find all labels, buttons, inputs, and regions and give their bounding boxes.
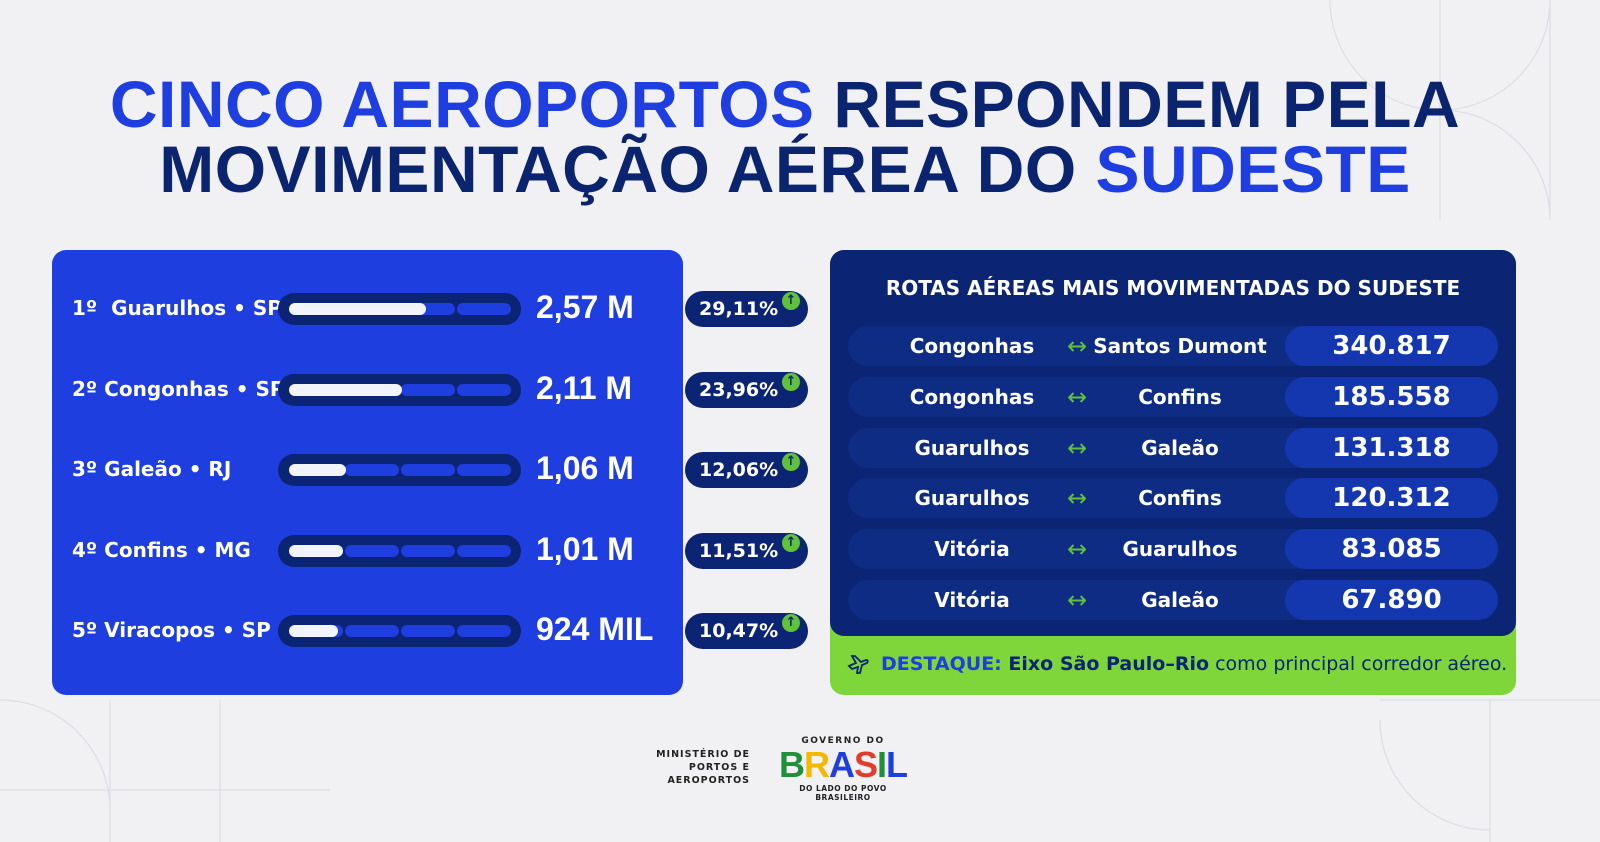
share-value: 23,96% — [699, 378, 779, 401]
route-value-cell — [1285, 326, 1498, 366]
route-passengers: 131.318 — [1332, 432, 1451, 463]
share-pill: 12,06% ↑ — [685, 452, 808, 488]
title-line: MOVIMENTAÇÃO AÉREA DO SUDESTE — [0, 131, 1570, 207]
share-pill: 23,96% ↑ — [685, 371, 808, 408]
up-icon: ↑ — [782, 453, 800, 471]
gov-slogan: DO LADO DO POVO BRASILEIRO — [799, 784, 887, 802]
share-value: 12,06% — [699, 459, 779, 481]
up-icon: ↑ — [782, 292, 800, 310]
bar-track-segment — [345, 625, 399, 637]
bar-track-segment — [401, 464, 455, 476]
airport-label: 2º Congonhas • SP — [72, 376, 285, 401]
ministry-logo: MINISTÉRIO DE PORTOS E AEROPORTOS — [620, 748, 750, 787]
route-destination: Galeão — [1141, 435, 1219, 460]
up-icon: ↑ — [782, 533, 800, 552]
routes-title: ROTAS AÉREAS MAIS MOVIMENTADAS DO SUDEST… — [885, 276, 1461, 300]
route-origin: Vitória — [934, 537, 1010, 562]
title-line: CINCO AEROPORTOS RESPONDEM PELA — [0, 66, 1570, 142]
passenger-value: 2,11 M — [536, 369, 633, 406]
ministry-line: AEROPORTOS — [667, 775, 750, 786]
route-value-cell — [1285, 580, 1498, 620]
airport-label: 3º Galeão • RJ — [72, 457, 232, 481]
route-arrow: ↔ — [1066, 535, 1088, 564]
route-origin: Congonhas — [909, 334, 1035, 358]
bar-track-segment — [401, 544, 455, 557]
up-icon: ↑ — [782, 372, 800, 391]
route-origin: Guarulhos — [914, 486, 1030, 511]
passenger-value: 1,01 M — [536, 530, 634, 567]
highlight-subject: Eixo São Paulo–Rio — [1001, 653, 1210, 675]
route-passengers: 185.558 — [1332, 381, 1451, 412]
route-arrow: ↔ — [1066, 484, 1088, 513]
bar-track-segment — [457, 303, 511, 315]
bar-track-segment — [345, 464, 399, 476]
route-destination: Santos Dumont — [1093, 334, 1267, 358]
bar-track-segment — [457, 464, 511, 476]
passenger-value: 924 MIL — [536, 611, 654, 647]
route-arrow: ↔ — [1066, 586, 1088, 614]
share-pill: 11,51% ↑ — [685, 532, 808, 569]
plane-icon — [847, 655, 869, 674]
ministry-line: PORTOS E — [688, 762, 750, 773]
route-value-cell — [1285, 478, 1498, 519]
route-destination: Confins — [1138, 384, 1222, 409]
airport-label: 1º Guarulhos • SP — [72, 296, 282, 320]
route-arrow: ↔ — [1066, 433, 1088, 462]
bar-track-segment — [345, 544, 399, 557]
title-part: SUDESTE — [1095, 132, 1411, 206]
route-arrow: ↔ — [1066, 332, 1088, 360]
route-origin: Congonhas — [909, 384, 1035, 409]
up-icon: ↑ — [782, 614, 800, 632]
ministry-line: MINISTÉRIO DE — [656, 749, 750, 760]
title-part: CINCO AEROPORTOS — [109, 67, 815, 141]
share-value: 10,47% — [699, 620, 779, 642]
route-destination: Guarulhos — [1122, 537, 1238, 562]
share-pill: 29,11% ↑ — [685, 291, 808, 327]
route-arrow: ↔ — [1066, 382, 1088, 411]
airport-label: 5º Viracopos • SP — [72, 618, 271, 642]
bar — [289, 464, 346, 476]
bar-track-segment — [457, 625, 511, 637]
title-part: MOVIMENTAÇÃO AÉREA DO — [159, 132, 1096, 206]
share-value: 29,11% — [699, 298, 779, 320]
route-origin: Vitória — [934, 588, 1010, 612]
passenger-value: 1,06 M — [536, 450, 634, 486]
route-passengers: 340.817 — [1332, 331, 1451, 361]
bar — [289, 303, 427, 315]
bar-track-segment — [401, 383, 455, 396]
highlight-text: como principal corredor aéreo. — [1209, 653, 1508, 675]
route-value-cell — [1285, 529, 1498, 570]
passenger-value: 2,57 M — [536, 289, 634, 325]
highlight: DESTAQUE: Eixo São Paulo–Rio como princi… — [881, 653, 1507, 675]
bar — [289, 625, 339, 637]
airport-label: 4º Confins • MG — [72, 537, 251, 562]
route-value-cell — [1285, 376, 1498, 417]
bar-track-segment — [457, 383, 511, 396]
bar-track-segment — [401, 625, 455, 637]
route-value-cell — [1285, 427, 1498, 468]
gov-name: BRASIL — [778, 744, 908, 785]
share-value: 11,51% — [699, 539, 779, 562]
route-origin: Guarulhos — [914, 435, 1030, 460]
route-destination: Confins — [1138, 486, 1222, 511]
bar-track-segment — [457, 544, 511, 557]
share-pill: 10,47% ↑ — [685, 613, 808, 649]
highlight-label: DESTAQUE: — [881, 653, 1002, 675]
government-logo: GOVERNO DO BRASIL DO LADO DO POVO BRASIL… — [773, 736, 913, 802]
bar — [289, 544, 344, 557]
gov-top: GOVERNO DO — [801, 736, 885, 746]
bar — [289, 383, 403, 396]
title-part: RESPONDEM PELA — [814, 67, 1461, 141]
route-destination: Galeão — [1141, 588, 1219, 612]
route-passengers: 67.890 — [1341, 585, 1442, 615]
route-passengers: 120.312 — [1332, 483, 1451, 514]
route-passengers: 83.085 — [1341, 534, 1442, 565]
